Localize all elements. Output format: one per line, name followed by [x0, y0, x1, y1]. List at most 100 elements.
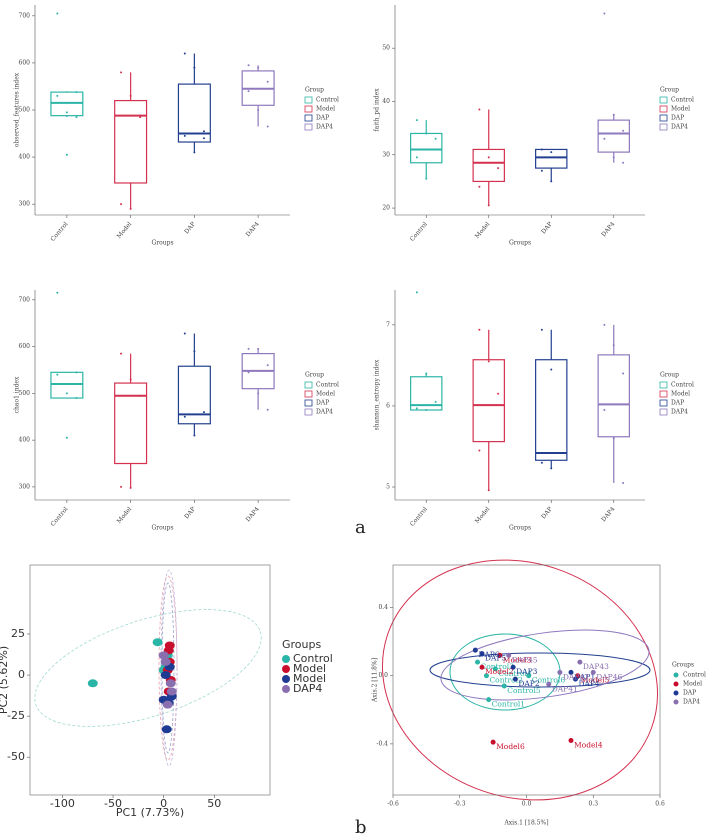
point — [603, 12, 606, 15]
x-axis-label: Axis.1 [18.5%] — [503, 820, 548, 827]
legend-label: Control — [683, 672, 706, 679]
point — [202, 137, 205, 140]
x-tick-label: Model — [474, 506, 492, 525]
point-label: Control2 — [489, 676, 523, 685]
point — [202, 130, 205, 133]
point — [165, 679, 176, 688]
y-tick-label: -0.4 — [376, 740, 388, 747]
point — [506, 652, 512, 658]
legend-title: Group — [660, 372, 679, 379]
y-tick-label: 300 — [19, 483, 31, 490]
point — [166, 687, 177, 696]
x-axis-label: Groups — [509, 525, 531, 532]
point — [152, 638, 163, 647]
point — [65, 392, 68, 395]
x-tick-label: Control — [49, 221, 69, 243]
x-tick-label: Model — [474, 221, 492, 240]
box — [535, 148, 568, 169]
x-tick-label: -50 — [104, 797, 122, 810]
y-tick-label: 0 — [18, 668, 25, 681]
point — [75, 116, 78, 119]
legend-title: Group — [305, 87, 324, 94]
x-tick-label: DAP4 — [245, 506, 261, 524]
box — [535, 359, 568, 461]
y-tick-label: -25 — [7, 709, 25, 722]
point — [257, 347, 260, 350]
point — [490, 739, 496, 745]
point — [266, 408, 269, 411]
legend-key — [282, 675, 290, 683]
legend-label: Model — [683, 681, 702, 688]
point — [193, 66, 196, 69]
point — [161, 725, 172, 734]
point — [129, 378, 132, 381]
legend-key — [304, 399, 313, 407]
x-axis-label: Groups — [151, 240, 173, 247]
point-label: DAP2 — [518, 679, 539, 688]
point — [87, 679, 98, 688]
point — [183, 415, 186, 418]
point-label: DAP1 — [574, 672, 595, 681]
point — [193, 350, 196, 353]
point — [120, 71, 123, 74]
legend-key — [304, 408, 313, 416]
legend: Group Control Model DAP DAP4 — [304, 87, 339, 131]
legend-label: Model — [293, 672, 326, 685]
point — [487, 489, 490, 492]
point — [415, 407, 418, 410]
point — [550, 180, 553, 183]
legend-label: Model — [316, 106, 335, 113]
point — [415, 156, 418, 159]
point — [478, 328, 481, 331]
point — [434, 400, 437, 403]
legend-label: DAP — [316, 400, 329, 407]
point — [497, 652, 503, 658]
point — [568, 737, 574, 743]
point — [492, 666, 498, 672]
point-label: DAP43 — [583, 662, 609, 671]
box — [472, 359, 505, 443]
x-tick-label: Control — [409, 221, 429, 243]
point — [415, 291, 418, 294]
legend-label: Model — [671, 391, 690, 398]
legend-key — [282, 655, 290, 663]
legend-title: Group — [305, 372, 324, 379]
point — [603, 409, 606, 411]
ellipse — [381, 559, 659, 801]
legend-label: DAP4 — [671, 409, 688, 416]
y-tick-label: 600 — [19, 343, 31, 350]
point-label: DAP45 — [512, 655, 538, 664]
point — [512, 676, 518, 682]
x-tick-label: Control — [409, 506, 429, 528]
point — [129, 486, 132, 489]
y-tick-label: 6 — [386, 402, 390, 409]
point — [56, 291, 59, 294]
y-tick-label: -50 — [7, 750, 25, 763]
point — [75, 397, 78, 400]
legend-key — [659, 399, 668, 407]
legend: Groups Control Model DAP DAP4 — [672, 662, 706, 706]
point — [56, 373, 59, 376]
point — [193, 434, 196, 437]
x-tick-label: 0 — [160, 797, 167, 810]
point — [526, 673, 532, 679]
x-tick-label: DAP4 — [600, 221, 616, 239]
y-tick-label: 0.0 — [378, 672, 388, 679]
point — [603, 323, 606, 326]
point-label: Control1 — [492, 700, 525, 709]
point — [266, 125, 269, 128]
point — [550, 368, 553, 371]
point-label: Model5 — [581, 676, 610, 685]
panel-label: a — [355, 517, 366, 538]
point — [487, 156, 490, 159]
y-axis-label: Axis.2 [11.8%] — [372, 658, 379, 703]
y-tick-label: 400 — [19, 437, 31, 444]
point-label: DAP46 — [596, 672, 622, 681]
point — [160, 657, 171, 666]
point — [486, 697, 492, 703]
legend-key — [659, 96, 668, 104]
x-tick-label: 0.0 — [522, 801, 532, 808]
point — [164, 641, 175, 650]
ellipse — [429, 652, 651, 688]
legend-key — [304, 114, 313, 122]
